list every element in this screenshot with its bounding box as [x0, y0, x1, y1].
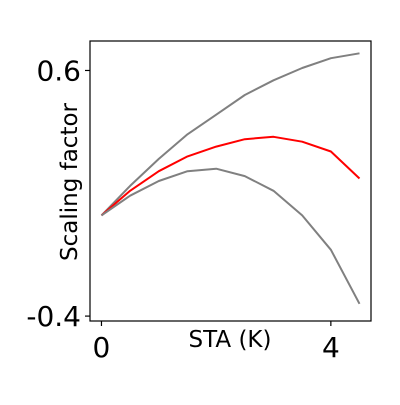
x-tick-label: 0 — [93, 331, 111, 364]
series-line-3 — [100, 167, 361, 305]
x-tick-label: 4 — [322, 331, 340, 364]
x-axis-label: STA (K) — [189, 327, 272, 353]
plot-area-frame — [89, 40, 372, 322]
y-axis-label: Scaling factor — [57, 102, 83, 261]
series-line-2 — [100, 135, 361, 217]
y-tick-label: 0.6 — [36, 54, 81, 87]
ticks-layer: 0 4 0.6 -0.4 — [26, 54, 339, 364]
y-tick-label: -0.4 — [26, 300, 81, 333]
series-line-1 — [100, 52, 360, 217]
series-layer — [100, 52, 361, 305]
